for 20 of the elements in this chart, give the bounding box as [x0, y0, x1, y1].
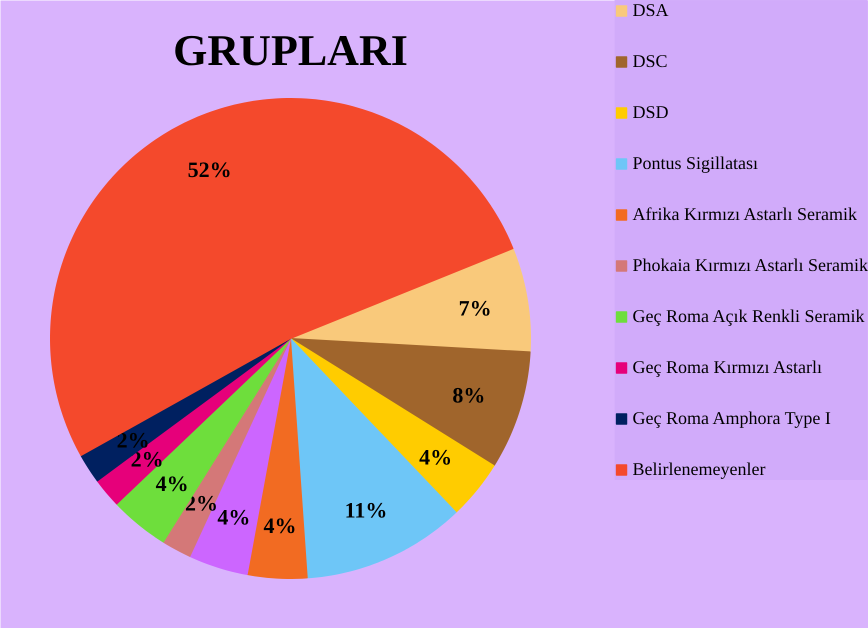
- data-label: 4%: [419, 444, 452, 470]
- data-label: 4%: [156, 471, 189, 496]
- text: GRUPLARI: [173, 26, 408, 75]
- legend-label: Geç Roma Amphora Type I: [632, 408, 831, 429]
- data-label: 7%: [458, 295, 492, 320]
- legend-label: DSD: [632, 102, 669, 123]
- data-label: 4%: [264, 512, 297, 538]
- legend-label: Geç Roma Kırmızı Astarlı: [632, 357, 822, 378]
- data-label: 11%: [344, 497, 388, 522]
- data-label: 2%: [116, 427, 150, 452]
- legend-label: DSA: [632, 0, 669, 21]
- legend-label: Pontus Sigillatası: [632, 153, 758, 174]
- data-label: 4%: [217, 504, 250, 530]
- legend-label: DSC: [632, 51, 668, 72]
- data-label: 52%: [188, 157, 232, 182]
- legend-label: Belirlenemeyenler: [632, 459, 766, 480]
- legend-label: Afrika Kırmızı Astarlı Seramik: [632, 204, 857, 225]
- legend-label: Phokaia Kırmızı Astarlı Seramik: [632, 255, 868, 276]
- data-label: 8%: [452, 382, 486, 408]
- legend-label: Geç Roma Açık Renkli Seramik: [632, 306, 864, 327]
